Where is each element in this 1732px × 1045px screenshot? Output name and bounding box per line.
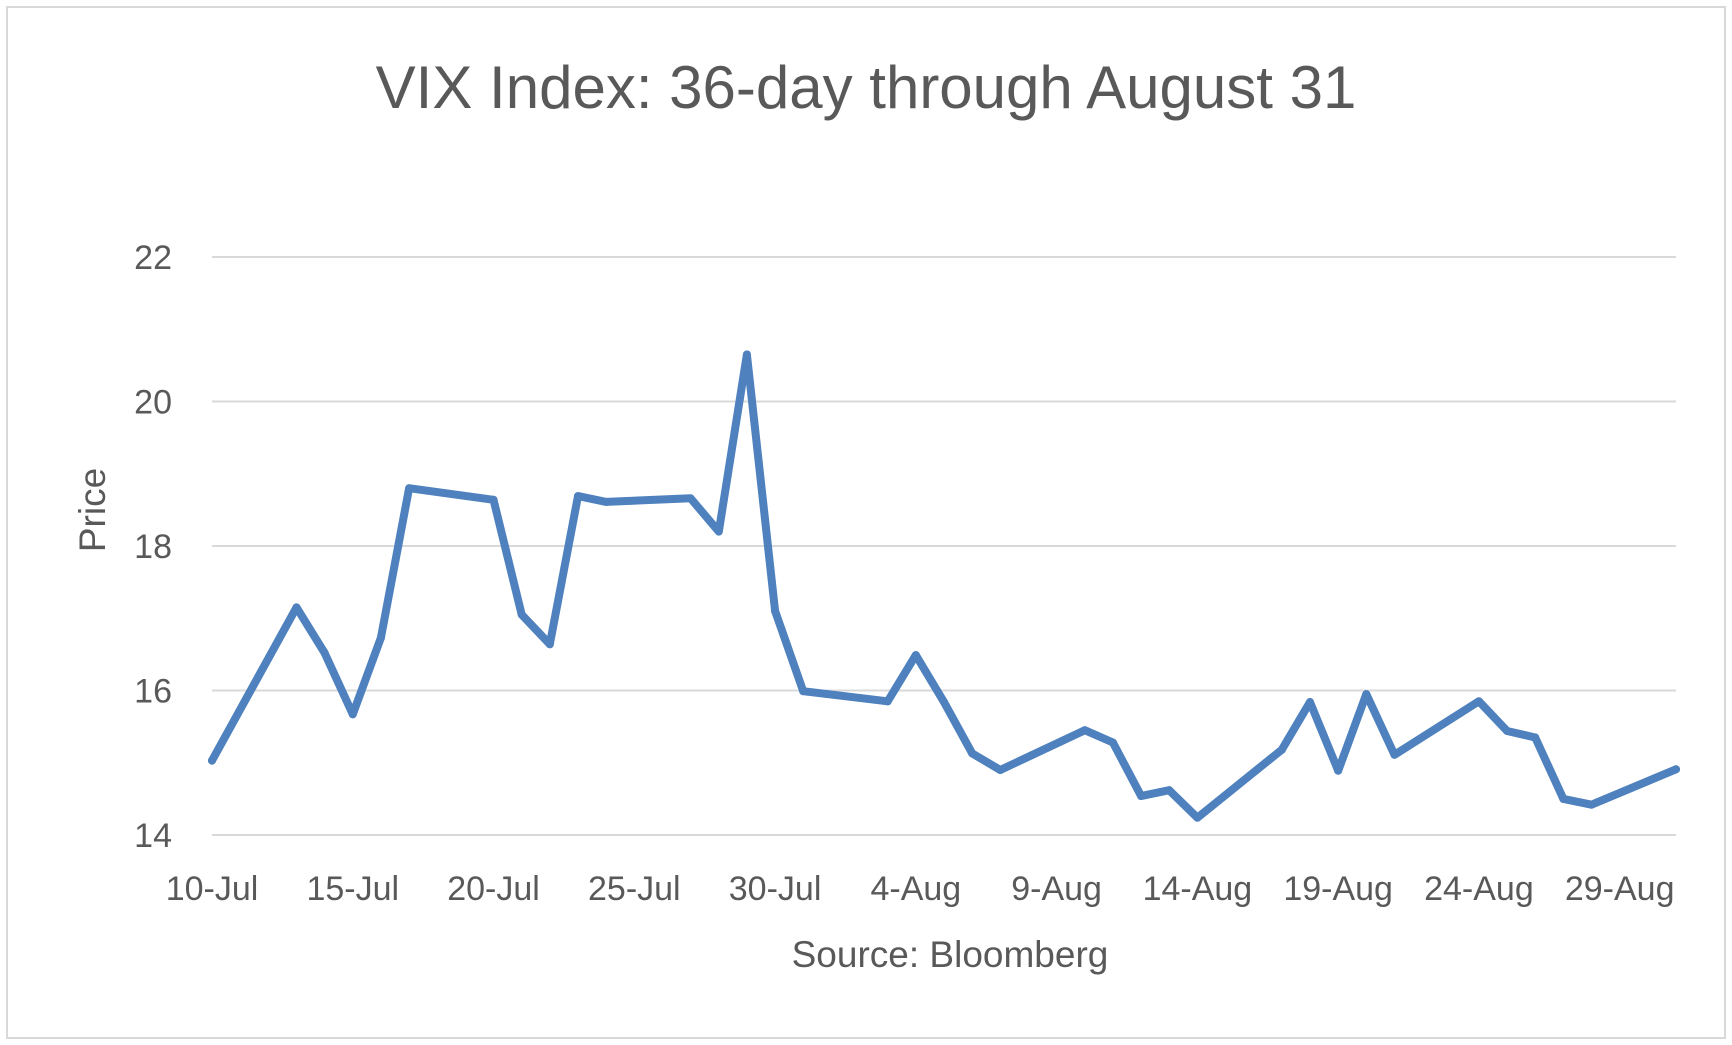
x-tick-label: 24-Aug <box>1424 870 1534 908</box>
data-point <box>1080 726 1089 735</box>
x-tick-label: 15-Jul <box>306 870 399 908</box>
data-point <box>883 697 892 706</box>
data-point <box>1362 690 1371 699</box>
data-point <box>1165 786 1174 795</box>
data-point <box>968 749 977 758</box>
y-tick-label: 20 <box>134 384 172 422</box>
data-point <box>1531 733 1540 742</box>
x-tick-label: 4-Aug <box>870 870 961 908</box>
data-point <box>1587 800 1596 809</box>
data-point <box>742 350 751 359</box>
data-point <box>1108 738 1117 747</box>
data-point <box>602 497 611 506</box>
data-point <box>574 492 582 501</box>
data-point <box>1193 813 1202 822</box>
gridlines <box>212 256 1676 836</box>
x-tick-label: 20-Jul <box>447 870 540 908</box>
y-tick-label: 18 <box>134 528 172 566</box>
series-layer <box>208 350 1680 822</box>
data-point <box>799 687 808 696</box>
chart-title: VIX Index: 36-day through August 31 <box>376 54 1357 121</box>
data-point <box>1672 765 1680 774</box>
data-point <box>208 756 216 765</box>
x-tick-label: 29-Aug <box>1565 870 1675 908</box>
data-point <box>771 607 780 616</box>
x-tick-label: 9-Aug <box>1011 870 1102 908</box>
y-tick-label: 16 <box>134 673 172 711</box>
data-point <box>1559 794 1568 803</box>
data-point <box>545 640 554 649</box>
x-tick-label: 10-Jul <box>166 870 259 908</box>
data-point <box>320 648 329 657</box>
data-point <box>489 495 498 504</box>
data-point <box>517 610 526 619</box>
x-axis-title: Source: Bloomberg <box>792 934 1109 975</box>
data-point <box>1334 766 1343 775</box>
chart-frame <box>6 6 1726 1039</box>
data-point <box>348 710 357 719</box>
data-point <box>292 603 301 612</box>
data-point <box>1137 791 1146 800</box>
series-line <box>208 350 1680 822</box>
y-axis-ticks: 14 16 18 20 22 <box>134 239 172 855</box>
data-point <box>1277 745 1286 754</box>
x-tick-label: 30-Jul <box>729 870 822 908</box>
x-axis-ticks: 10-Jul 15-Jul 20-Jul 25-Jul 30-Jul 4-Aug 9-Aug… <box>166 870 1675 908</box>
data-point <box>940 698 948 707</box>
y-tick-label: 14 <box>134 817 172 855</box>
data-point <box>996 765 1005 774</box>
data-point <box>911 651 920 660</box>
data-point <box>405 484 414 493</box>
data-point <box>1474 697 1483 706</box>
x-tick-label: 25-Jul <box>588 870 681 908</box>
data-point <box>1390 750 1399 759</box>
data-point <box>686 494 695 503</box>
data-point <box>1306 698 1314 707</box>
x-tick-label: 14-Aug <box>1143 870 1253 908</box>
data-point <box>1503 726 1512 735</box>
x-tick-label: 19-Aug <box>1283 870 1393 908</box>
y-tick-label: 22 <box>134 239 172 277</box>
y-axis-title: Price <box>72 468 113 552</box>
data-point <box>376 633 385 642</box>
data-point <box>714 527 723 536</box>
